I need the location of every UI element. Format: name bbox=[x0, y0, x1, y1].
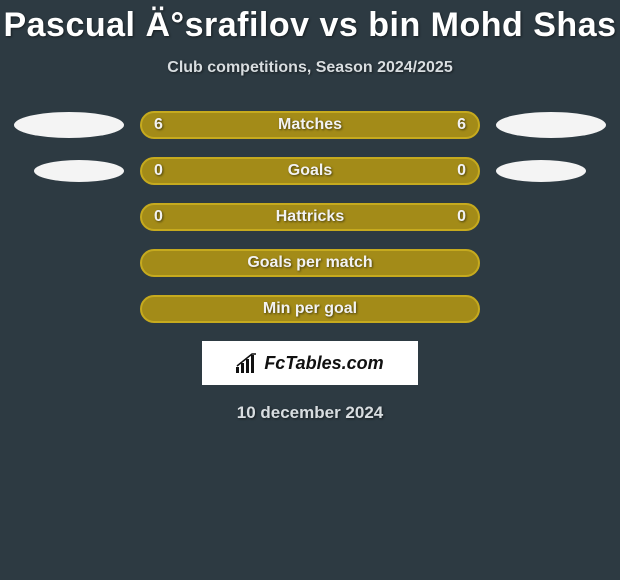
stat-right-value: 0 bbox=[457, 208, 466, 226]
stat-row: Goals per match bbox=[0, 249, 620, 277]
stat-label: Goals per match bbox=[247, 254, 372, 272]
right-shadow-ellipse bbox=[496, 160, 586, 182]
right-shadow-ellipse bbox=[496, 112, 606, 138]
stats-container: 6 Matches 6 0 Goals 0 0 Hattricks 0 Goals per mat… bbox=[0, 111, 620, 323]
stat-right-value: 0 bbox=[457, 162, 466, 180]
left-shadow-ellipse bbox=[14, 112, 124, 138]
stat-left-value: 6 bbox=[154, 116, 163, 134]
bars-icon bbox=[236, 353, 260, 373]
stat-bar: 6 Matches 6 bbox=[140, 111, 480, 139]
stat-bar: Min per goal bbox=[140, 295, 480, 323]
date-text: 10 december 2024 bbox=[0, 403, 620, 423]
stat-label: Goals bbox=[288, 162, 332, 180]
stat-row: Min per goal bbox=[0, 295, 620, 323]
left-shadow-ellipse bbox=[34, 160, 124, 182]
stat-label: Matches bbox=[278, 116, 342, 134]
comparison-card: Pascual Ä°srafilov vs bin Mohd Shas Club… bbox=[0, 0, 620, 580]
stat-left-value: 0 bbox=[154, 162, 163, 180]
page-subtitle: Club competitions, Season 2024/2025 bbox=[0, 59, 620, 77]
stat-bar: Goals per match bbox=[140, 249, 480, 277]
source-logo: FcTables.com bbox=[202, 341, 418, 385]
stat-bar: 0 Goals 0 bbox=[140, 157, 480, 185]
page-title: Pascual Ä°srafilov vs bin Mohd Shas bbox=[0, 0, 620, 45]
stat-label: Hattricks bbox=[276, 208, 344, 226]
stat-row: 0 Hattricks 0 bbox=[0, 203, 620, 231]
stat-row: 0 Goals 0 bbox=[0, 157, 620, 185]
stat-row: 6 Matches 6 bbox=[0, 111, 620, 139]
stat-left-value: 0 bbox=[154, 208, 163, 226]
stat-label: Min per goal bbox=[263, 300, 357, 318]
stat-right-value: 6 bbox=[457, 116, 466, 134]
stat-bar: 0 Hattricks 0 bbox=[140, 203, 480, 231]
logo-text: FcTables.com bbox=[264, 353, 383, 374]
